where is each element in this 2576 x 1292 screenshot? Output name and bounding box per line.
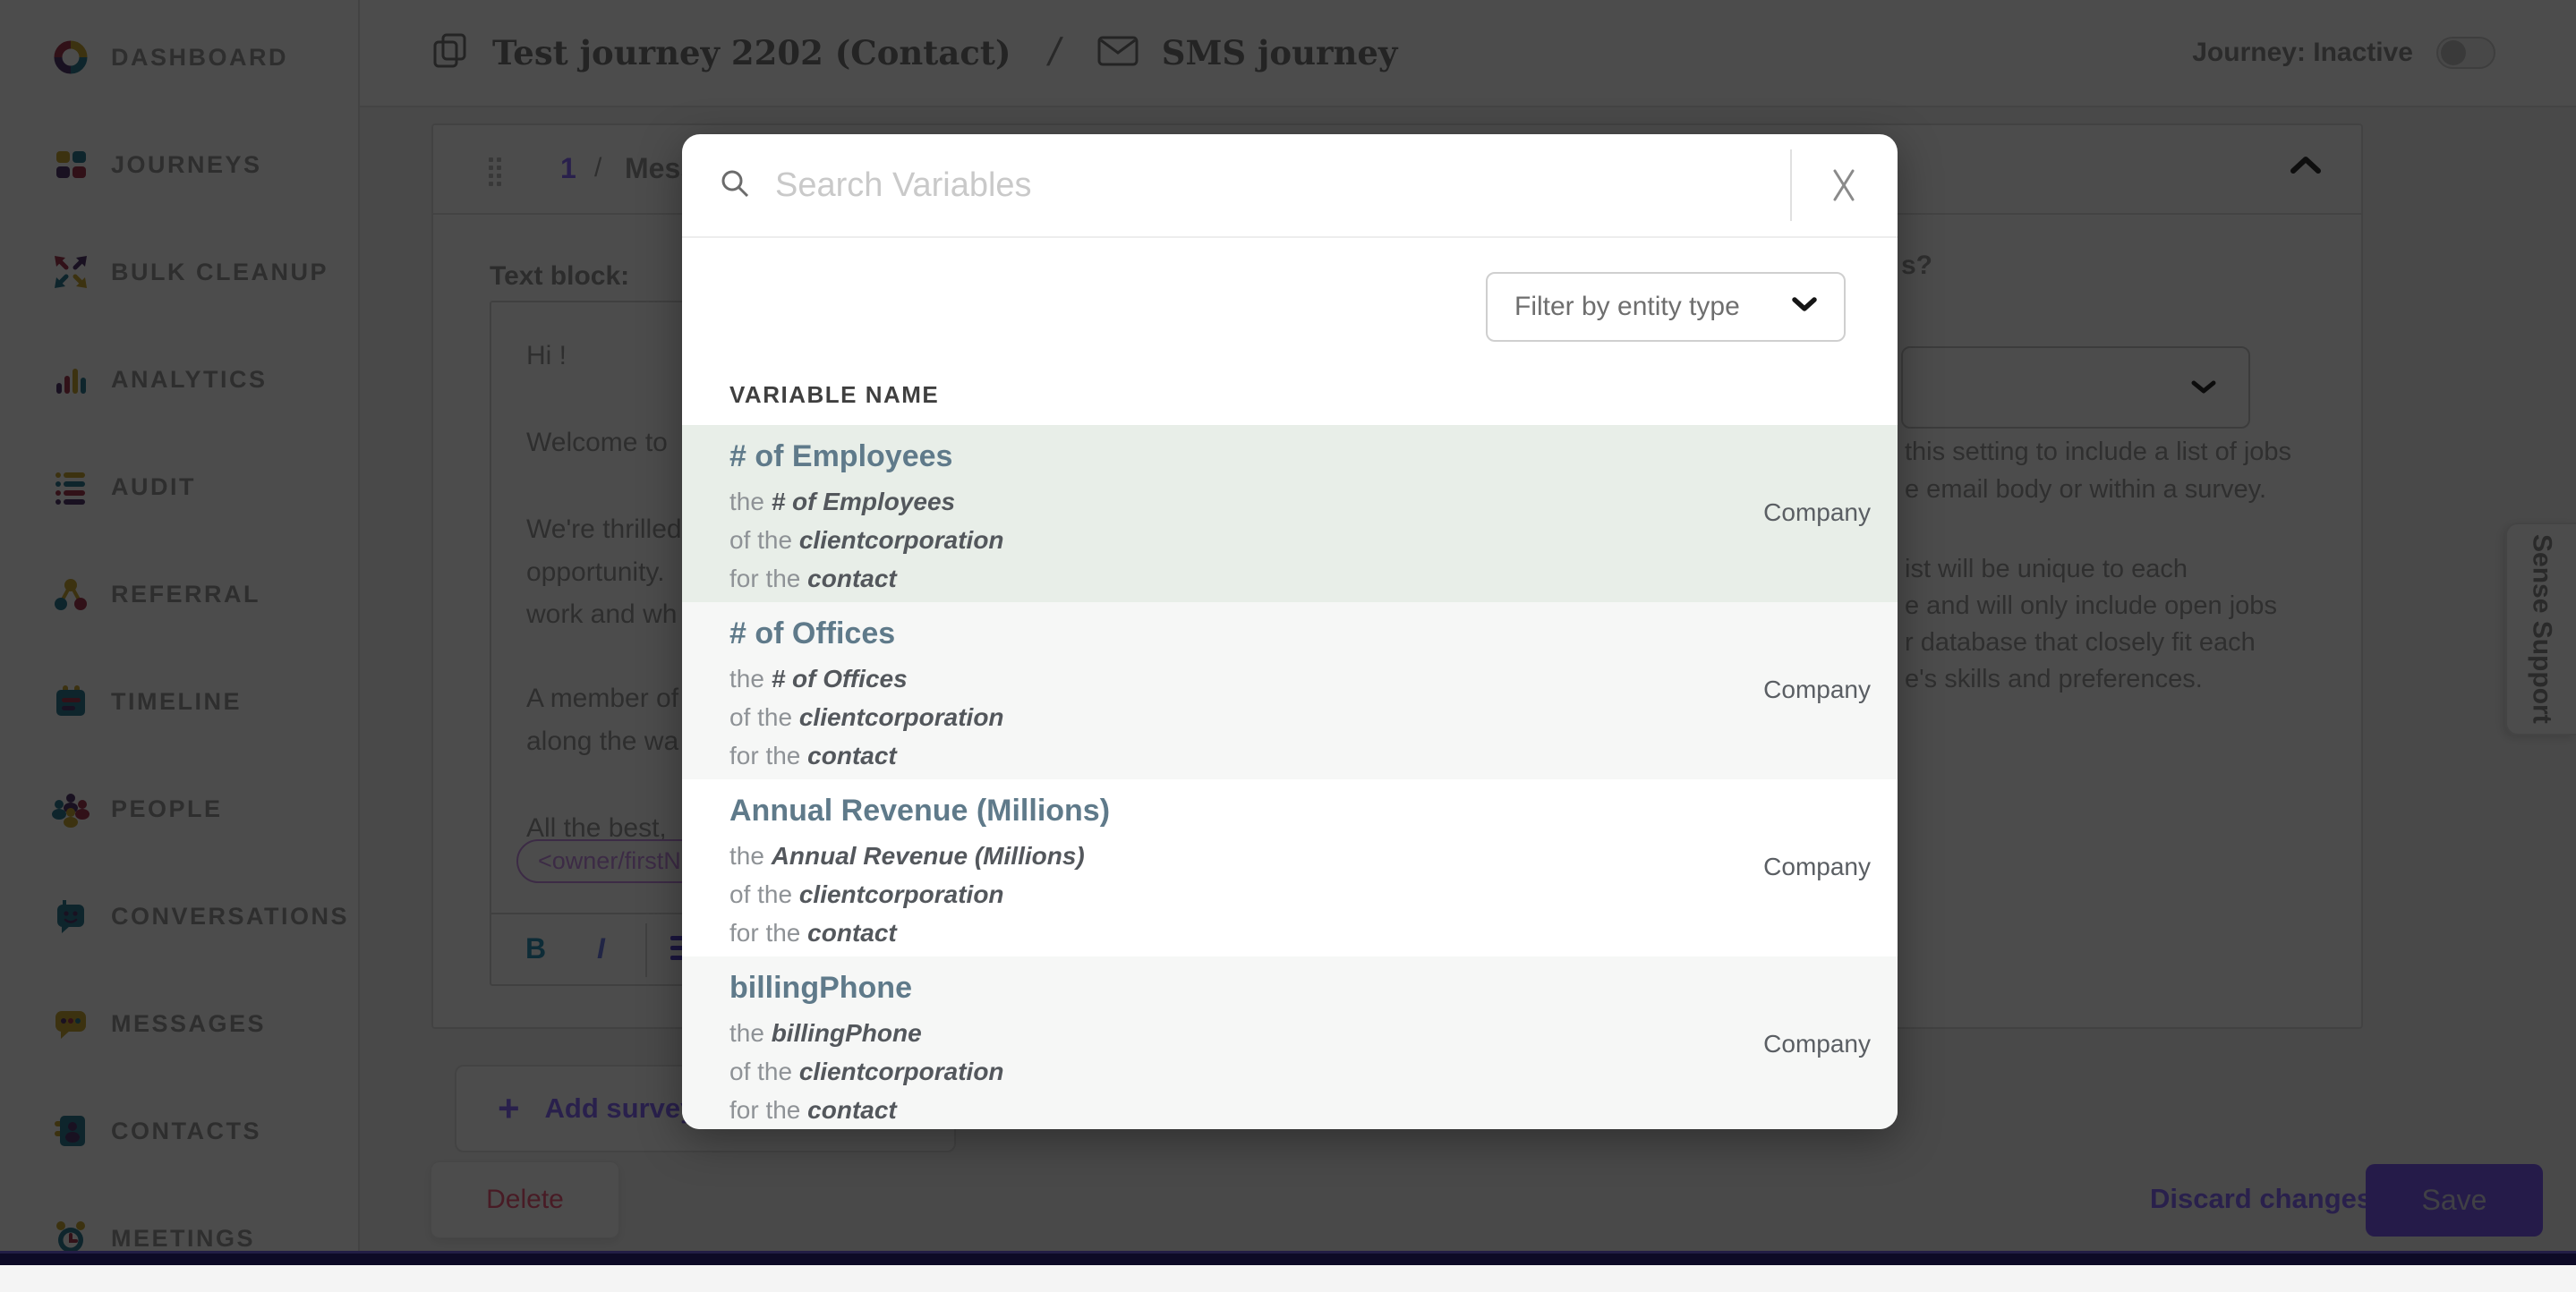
variable-name-column-header: VARIABLE NAME <box>729 381 1898 409</box>
variable-description: the # of Offices of the clientcorporatio… <box>729 659 1898 775</box>
entity-type-badge: Company <box>1763 1030 1871 1058</box>
entity-type-badge: Company <box>1763 498 1871 527</box>
variable-description: the # of Employees of the clientcorporat… <box>729 482 1898 598</box>
variable-description: the Annual Revenue (Millions) of the cli… <box>729 837 1898 952</box>
search-icon <box>718 166 752 205</box>
filter-entity-type-dropdown[interactable]: Filter by entity type <box>1486 272 1846 342</box>
variable-name: billingPhone <box>729 971 1898 1005</box>
search-divider <box>1790 149 1792 221</box>
close-icon[interactable] <box>1824 166 1864 205</box>
variable-name: # of Employees <box>729 439 1898 473</box>
modal-search-row <box>682 134 1898 238</box>
filter-dropdown-label: Filter by entity type <box>1514 292 1740 322</box>
variable-list: # of Employees the # of Employees of the… <box>682 425 1898 1129</box>
chevron-down-icon <box>1792 297 1817 317</box>
variable-row-employees[interactable]: # of Employees the # of Employees of the… <box>682 425 1898 602</box>
variable-name: # of Offices <box>729 616 1898 650</box>
search-variables-input[interactable] <box>775 166 1790 205</box>
entity-type-badge: Company <box>1763 676 1871 704</box>
variable-name: Annual Revenue (Millions) <box>729 794 1898 828</box>
variable-description: the billingPhone of the clientcorporatio… <box>729 1014 1898 1129</box>
variable-row-offices[interactable]: # of Offices the # of Offices of the cli… <box>682 602 1898 779</box>
entity-type-badge: Company <box>1763 853 1871 881</box>
variable-row-billing-phone[interactable]: billingPhone the billingPhone of the cli… <box>682 956 1898 1129</box>
search-variables-modal: Filter by entity type VARIABLE NAME # of… <box>682 134 1898 1129</box>
variable-row-annual-revenue[interactable]: Annual Revenue (Millions) the Annual Rev… <box>682 779 1898 956</box>
